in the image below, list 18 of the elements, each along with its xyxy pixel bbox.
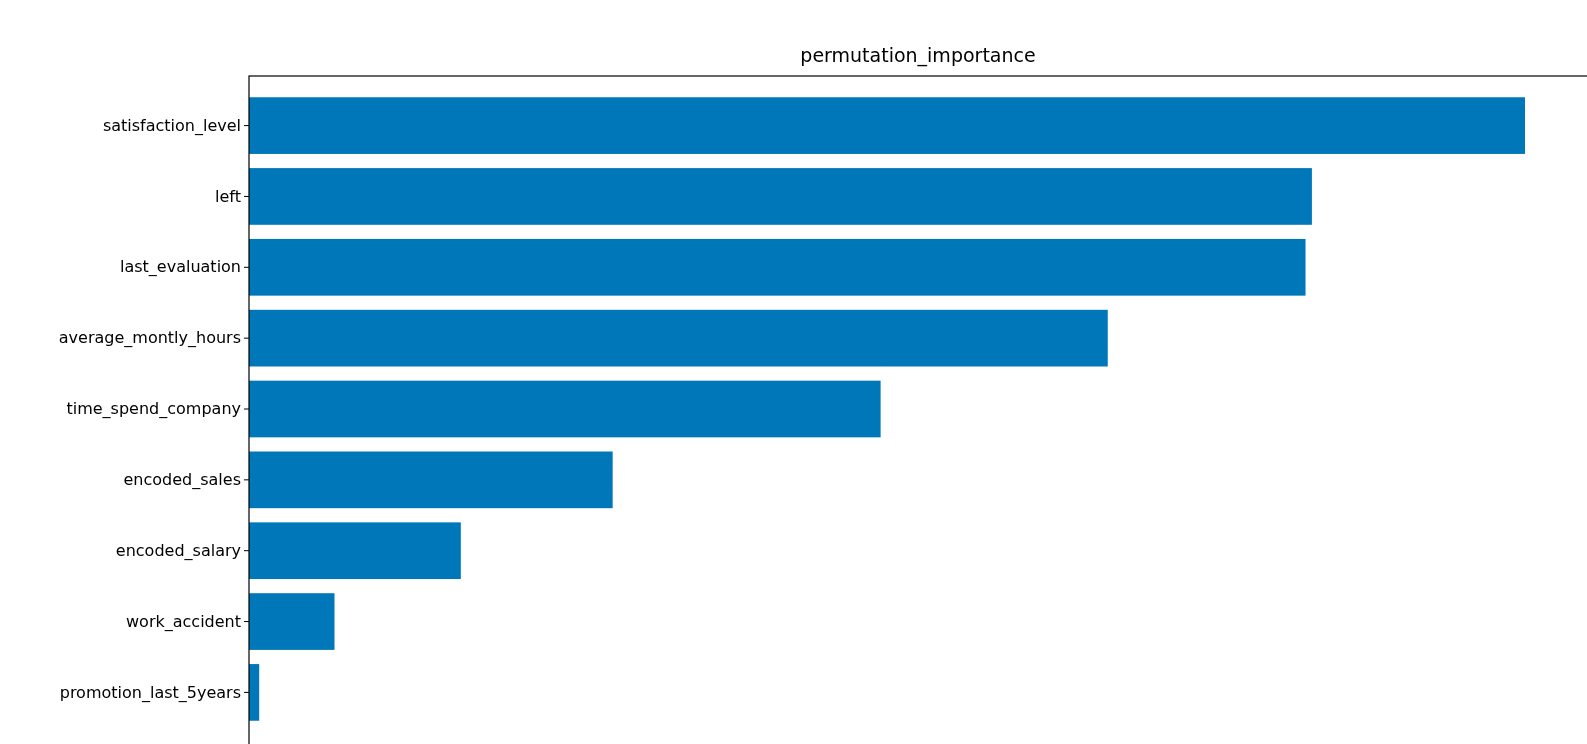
- bar: [249, 380, 881, 438]
- y-tick-label: time_spend_company: [66, 399, 241, 420]
- y-tick-label: satisfaction_level: [102, 115, 241, 136]
- chart-title: permutation_importance: [800, 44, 1036, 67]
- y-tick-label: left: [215, 186, 241, 206]
- y-tick-label: last_evaluation: [119, 257, 241, 278]
- bar: [249, 522, 461, 580]
- bar: [249, 168, 1312, 225]
- y-tick-label: work_accident: [126, 611, 241, 632]
- y-tick-label: encoded_salary: [115, 540, 241, 561]
- y-tick-label: promotion_last_5years: [59, 682, 241, 703]
- bar: [249, 309, 1108, 367]
- bar: [249, 451, 613, 509]
- bar: [249, 238, 1306, 296]
- bar: [249, 593, 335, 650]
- y-tick-label: average_montly_hours: [58, 328, 241, 349]
- y-tick-label: encoded_sales: [123, 469, 241, 490]
- bar: [249, 97, 1525, 154]
